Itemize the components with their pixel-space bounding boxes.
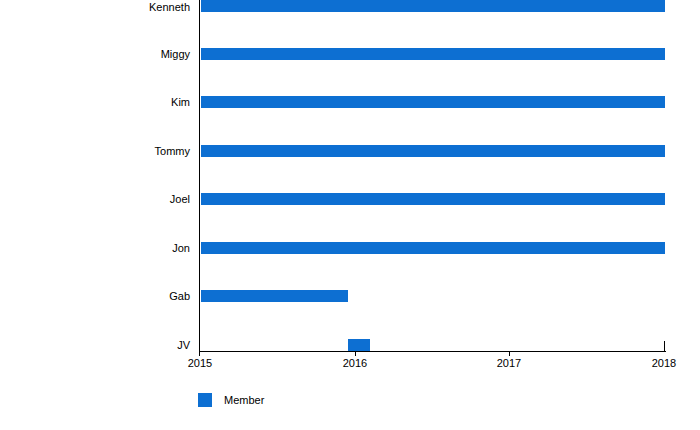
y-axis-label: Jon [0, 241, 190, 255]
y-axis-label: Joel [0, 192, 190, 206]
y-axis-label: JV [0, 338, 190, 352]
y-axis-label: Gab [0, 289, 190, 303]
bar-jon[interactable] [201, 242, 665, 254]
plot-area: Kenneth Miggy Kim Tommy Joel Jon Gab JV 2015 2016… [0, 0, 700, 430]
bar-kim[interactable] [201, 96, 665, 108]
legend: Member [198, 393, 264, 407]
y-axis-label: Tommy [0, 144, 190, 158]
bar-jv[interactable] [348, 339, 370, 351]
bar-kenneth[interactable] [201, 0, 665, 12]
bar-gab[interactable] [201, 290, 348, 302]
y-axis-line [199, 0, 200, 356]
y-axis-label: Kim [0, 95, 190, 109]
x-tick [355, 352, 356, 356]
legend-label: Member [224, 393, 264, 407]
y-axis-label: Kenneth [0, 0, 190, 14]
bar-tommy[interactable] [201, 145, 665, 157]
legend-swatch[interactable] [198, 393, 212, 407]
chart-canvas: Kenneth Miggy Kim Tommy Joel Jon Gab JV 2015 2016… [0, 0, 700, 430]
bar-miggy[interactable] [201, 48, 665, 60]
x-tick [509, 352, 510, 356]
y-axis-label: Miggy [0, 47, 190, 61]
x-axis-label: 2015 [178, 357, 222, 369]
x-axis-label: 2016 [333, 357, 377, 369]
bar-joel[interactable] [201, 193, 665, 205]
x-axis-label: 2017 [487, 357, 531, 369]
x-axis-label: 2018 [642, 357, 686, 369]
x-axis-line [199, 351, 666, 352]
axis-end-cap [664, 341, 665, 351]
